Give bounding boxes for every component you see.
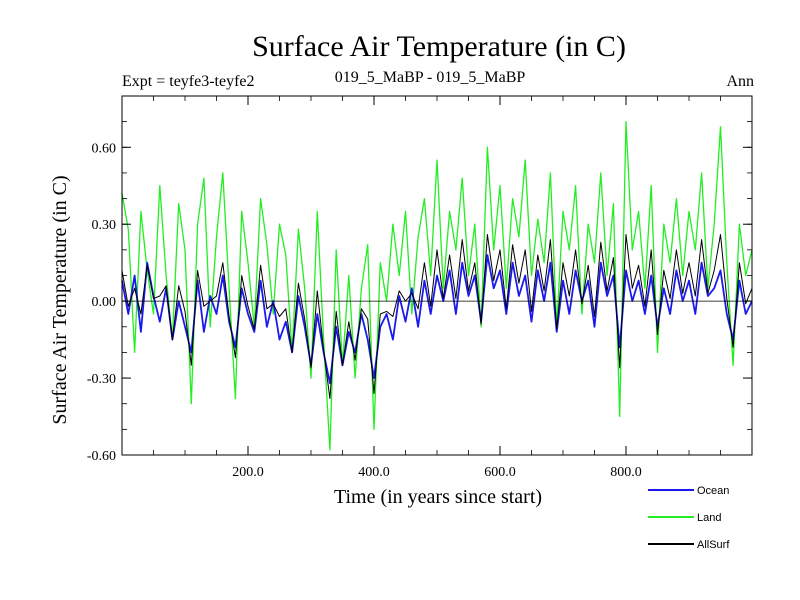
x-axis-title: Time (in years since start) bbox=[334, 486, 542, 508]
y-axis: -0.60 -0.30 0.00 0.30 0.60 bbox=[87, 95, 752, 464]
season-label: Ann bbox=[726, 73, 754, 90]
y-tick-label: 0.30 bbox=[92, 218, 117, 233]
chart-title: Surface Air Temperature (in C) bbox=[252, 30, 626, 63]
x-tick-label: 400.0 bbox=[358, 465, 390, 480]
x-tick-label: 600.0 bbox=[484, 465, 516, 480]
series-line-allsurf bbox=[121, 234, 753, 400]
y-tick-label: -0.60 bbox=[87, 449, 116, 464]
y-axis-title: Surface Air Temperature (in C) bbox=[49, 175, 71, 424]
legend: Ocean Land AllSurf bbox=[648, 485, 730, 551]
x-axis: 200.0 400.0 600.0 800.0 bbox=[153, 96, 721, 480]
experiment-label: Expt = teyfe3-teyfe2 bbox=[122, 73, 255, 90]
series-line-land bbox=[121, 120, 753, 451]
legend-label-ocean: Ocean bbox=[697, 485, 729, 497]
series-line-ocean bbox=[121, 254, 753, 385]
y-tick-label: -0.30 bbox=[87, 372, 116, 387]
y-tick-label: 0.00 bbox=[92, 295, 117, 310]
x-tick-label: 800.0 bbox=[610, 465, 642, 480]
legend-label-land: Land bbox=[697, 512, 721, 524]
plot-series bbox=[121, 120, 753, 451]
legend-label-allsurf: AllSurf bbox=[697, 539, 730, 551]
y-tick-label: 0.60 bbox=[92, 141, 117, 156]
x-tick-label: 200.0 bbox=[232, 465, 264, 480]
period-label: 019_5_MaBP - 019_5_MaBP bbox=[335, 69, 526, 86]
